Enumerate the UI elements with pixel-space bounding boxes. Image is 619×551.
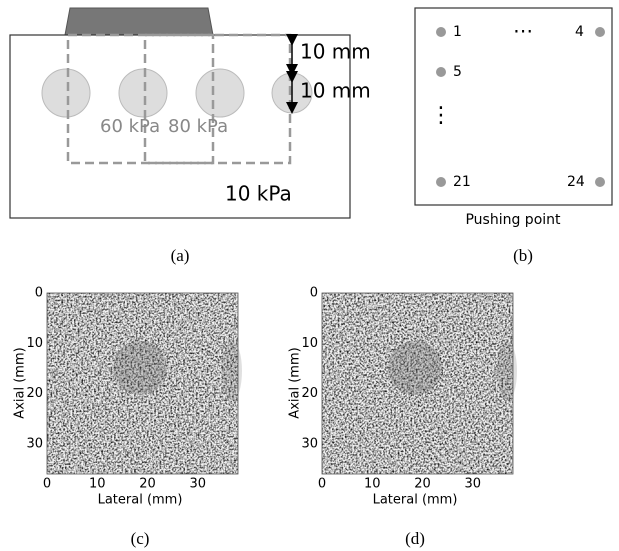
caption: (d) bbox=[405, 529, 425, 548]
y-tick-label: 10 bbox=[301, 336, 318, 351]
dim-label: 10 mm bbox=[300, 40, 371, 64]
inclusion-shadow bbox=[497, 341, 517, 401]
x-tick-label: 0 bbox=[43, 477, 51, 492]
x-tick-label: 30 bbox=[465, 477, 482, 492]
frame bbox=[46, 292, 239, 475]
speckle bbox=[322, 293, 513, 474]
panel-b: 1 4 5 21 24 ⋯ ⋮ Pushing point (b) bbox=[414, 7, 613, 265]
y-tick-label: 30 bbox=[301, 436, 318, 451]
panel-a: 10 mm 10 mm 60 kPa 80 kPa 10 kPa (a) bbox=[9, 7, 371, 265]
x-tick-label: 10 bbox=[89, 477, 106, 492]
caption: (c) bbox=[131, 529, 150, 548]
frame bbox=[321, 292, 514, 475]
point-label: 5 bbox=[453, 64, 462, 80]
point-label: 24 bbox=[567, 174, 585, 190]
panel-title: Pushing point bbox=[465, 212, 561, 228]
y-axis-label: Axial (mm) bbox=[13, 347, 28, 418]
x-axis-label: Lateral (mm) bbox=[373, 493, 458, 508]
point-label: 21 bbox=[453, 174, 471, 190]
points bbox=[436, 27, 605, 187]
y-tick-label: 20 bbox=[26, 386, 43, 401]
y-axis-label: Axial (mm) bbox=[288, 347, 303, 418]
x-tick-label: 0 bbox=[318, 477, 326, 492]
y-tick-label: 0 bbox=[35, 286, 43, 301]
panel-d: 0 10 20 30 0 10 20 30 Axial (mm) Lateral (mm) (d) bbox=[288, 286, 517, 548]
inclusion-shadow bbox=[222, 341, 242, 401]
x-tick-label: 30 bbox=[190, 477, 207, 492]
caption: (a) bbox=[171, 246, 190, 265]
y-tick-label: 0 bbox=[310, 286, 318, 301]
x-tick-label: 20 bbox=[414, 477, 431, 492]
speckle bbox=[47, 293, 238, 474]
x-tick-label: 20 bbox=[139, 477, 156, 492]
push-regions bbox=[66, 33, 292, 165]
probe bbox=[64, 7, 214, 36]
x-axis-label: Lateral (mm) bbox=[98, 493, 183, 508]
ellipsis: ⋮ bbox=[430, 103, 452, 128]
point-label: 4 bbox=[575, 24, 584, 40]
stiffness-label: 80 kPa bbox=[168, 116, 228, 137]
y-tick-label: 10 bbox=[26, 336, 43, 351]
dim-label: 10 mm bbox=[300, 79, 371, 103]
stiffness-label: 60 kPa bbox=[100, 116, 160, 137]
y-tick-label: 20 bbox=[301, 386, 318, 401]
region bbox=[414, 7, 613, 206]
panel-c: 0 10 20 30 0 10 20 30 Axial (mm) Lateral (mm) (c) bbox=[13, 286, 242, 548]
point-label: 1 bbox=[453, 24, 462, 40]
inclusion-shadow bbox=[113, 341, 167, 395]
ellipsis: ⋯ bbox=[513, 19, 533, 43]
stiffness-label: 10 kPa bbox=[225, 182, 292, 206]
y-tick-label: 30 bbox=[26, 436, 43, 451]
x-tick-label: 10 bbox=[364, 477, 381, 492]
caption: (b) bbox=[513, 246, 533, 265]
inclusion-shadow bbox=[388, 341, 442, 395]
